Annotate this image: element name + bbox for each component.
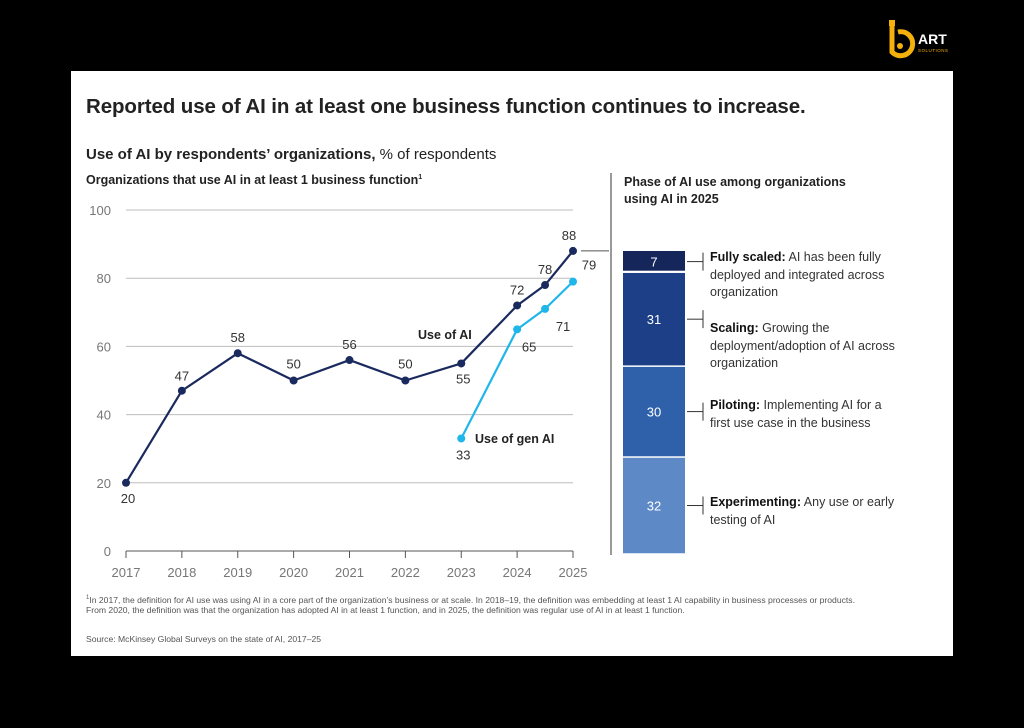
source-note: Source: McKinsey Global Surveys on the s… <box>86 634 322 644</box>
data-point <box>457 434 466 443</box>
footnote-text: In 2017, the definition for AI use was u… <box>86 594 855 616</box>
phase-name: Scaling: <box>710 321 759 335</box>
series-line-gen-ai <box>460 280 574 439</box>
data-point <box>233 349 242 358</box>
phase-description: Implementing AI for a first use case in … <box>710 398 882 430</box>
y-tick-label: 80 <box>97 271 111 286</box>
series-line-ai <box>125 250 574 484</box>
data-label: 88 <box>562 228 576 243</box>
x-tick-label: 2022 <box>391 565 420 580</box>
bar-segment-value: 7 <box>650 255 657 270</box>
logo-subtext: SOLUTIONS <box>918 48 949 53</box>
data-label: 20 <box>121 491 135 506</box>
footnote: 1In 2017, the definition for AI use was … <box>86 593 876 615</box>
bar-segment-experimenting <box>623 457 685 554</box>
bar-segment-value: 31 <box>647 312 661 327</box>
y-tick-label: 0 <box>104 544 111 559</box>
data-label: 79 <box>582 258 596 273</box>
data-point <box>345 356 354 365</box>
data-label: 78 <box>538 262 552 277</box>
y-tick-label: 60 <box>97 339 111 354</box>
series-label-ai: Use of AI <box>418 328 472 342</box>
phase-description: Any use or early testing of AI <box>710 495 895 527</box>
line-chart-heading: Organizations that use AI in at least 1 … <box>86 173 422 187</box>
bar-segment-value: 32 <box>647 499 661 514</box>
bar-segment-fully-scaled <box>623 251 685 271</box>
x-tick-label: 2021 <box>335 565 364 580</box>
phase-label-fully-scaled: Fully scaled: AI has been fully deployed… <box>710 249 900 302</box>
x-tick-label: 2017 <box>112 565 141 580</box>
logo-mark-cap <box>889 20 895 26</box>
data-point <box>122 478 130 487</box>
subtitle-rest: % of respondents <box>375 146 497 163</box>
bar-segment-value: 30 <box>647 405 661 420</box>
logo-text: ART <box>918 31 947 47</box>
logo-mark-dot <box>897 43 903 49</box>
y-tick-label: 100 <box>89 203 111 218</box>
data-label: 65 <box>522 339 536 354</box>
phase-name: Fully scaled: <box>710 250 786 264</box>
data-point <box>513 301 522 310</box>
y-tick-label: 40 <box>97 408 111 423</box>
data-point <box>569 277 577 286</box>
data-label: 55 <box>456 371 470 386</box>
data-label: 50 <box>398 357 412 372</box>
x-tick-label: 2024 <box>503 565 532 580</box>
data-label: 72 <box>510 282 524 297</box>
x-tick-label: 2020 <box>279 565 308 580</box>
data-label: 56 <box>342 337 356 352</box>
footnote-mark: 1 <box>86 595 90 601</box>
bar-chart-heading: Phase of AI use among organizations usin… <box>624 175 846 206</box>
data-point <box>177 386 186 395</box>
chart-subtitle: Use of AI by respondents’ organizations,… <box>86 146 496 163</box>
bar-segment-piloting <box>623 366 685 457</box>
line-chart-heading-text: Organizations that use AI in at least 1 … <box>86 173 419 187</box>
data-point <box>289 376 298 385</box>
heading-footnote-mark: 1 <box>418 173 423 181</box>
chart-card: Reported use of AI in at least one busin… <box>71 71 953 656</box>
phase-name: Experimenting: <box>710 495 801 509</box>
y-tick-label: 20 <box>97 476 111 491</box>
subtitle-bold: Use of AI by respondents’ organizations, <box>86 146 376 163</box>
page-title: Reported use of AI in at least one busin… <box>86 95 806 118</box>
logo-mark-icon <box>889 24 916 59</box>
x-tick-label: 2023 <box>447 565 476 580</box>
phase-label-piloting: Piloting: Implementing AI for a first us… <box>710 397 900 432</box>
phase-label-experimenting: Experimenting: Any use or early testing … <box>710 494 900 529</box>
phase-name: Piloting: <box>710 398 760 412</box>
x-tick-label: 2018 <box>167 565 196 580</box>
brand-logo: ART SOLUTIONS <box>889 20 949 59</box>
data-label: 33 <box>456 447 470 462</box>
data-point <box>457 359 466 368</box>
bar-segment-scaling <box>623 272 685 366</box>
data-label: 71 <box>556 319 570 334</box>
data-point <box>569 246 577 255</box>
data-label: 58 <box>231 330 245 345</box>
phase-description: Growing the deployment/adoption of AI ac… <box>710 321 895 370</box>
data-point <box>541 281 550 290</box>
x-tick-label: 2025 <box>559 565 588 580</box>
data-label: 47 <box>175 369 189 384</box>
data-point <box>401 376 410 385</box>
phase-label-scaling: Scaling: Growing the deployment/adoption… <box>710 320 900 373</box>
data-point <box>541 304 550 313</box>
phase-description: AI has been fully deployed and integrate… <box>710 250 885 299</box>
x-tick-label: 2019 <box>223 565 252 580</box>
data-label: 50 <box>286 357 300 372</box>
data-point <box>513 325 522 334</box>
series-label-gen-ai: Use of gen AI <box>475 432 554 446</box>
